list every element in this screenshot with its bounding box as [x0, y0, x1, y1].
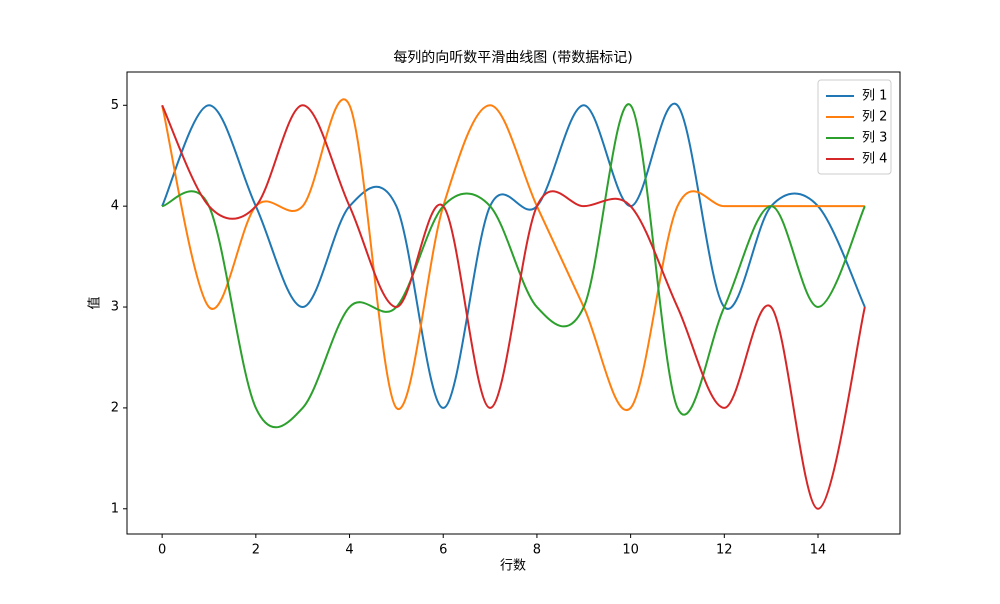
- y-tick-label: 1: [111, 501, 119, 516]
- x-tick-label: 0: [158, 543, 166, 558]
- series-line: [161, 102, 866, 409]
- plot-frame: [126, 71, 901, 535]
- series-line: [161, 103, 866, 429]
- x-tick-label: 10: [622, 543, 639, 558]
- series-line: [161, 98, 865, 412]
- y-tick-label: 2: [111, 400, 119, 415]
- legend-label: 列 4: [862, 152, 887, 167]
- y-tick-label: 3: [111, 300, 119, 315]
- x-axis-label: 行数: [500, 559, 526, 574]
- x-tick-label: 6: [439, 543, 447, 558]
- legend-box: [817, 79, 892, 175]
- legend-label: 列 2: [862, 110, 887, 125]
- y-tick-label: 5: [111, 98, 119, 113]
- x-tick-label: 8: [533, 543, 541, 558]
- chart-title: 每列的向听数平滑曲线图 (带数据标记): [393, 49, 632, 66]
- y-axis-label: 值: [87, 296, 103, 309]
- legend-label: 列 3: [862, 131, 887, 146]
- series-line: [161, 104, 866, 510]
- y-tick-label: 4: [111, 199, 119, 214]
- legend-label: 列 1: [862, 89, 887, 104]
- x-tick-label: 4: [345, 543, 353, 558]
- x-tick-label: 2: [252, 543, 260, 558]
- x-tick-label: 12: [716, 543, 733, 558]
- x-tick-label: 14: [810, 543, 827, 558]
